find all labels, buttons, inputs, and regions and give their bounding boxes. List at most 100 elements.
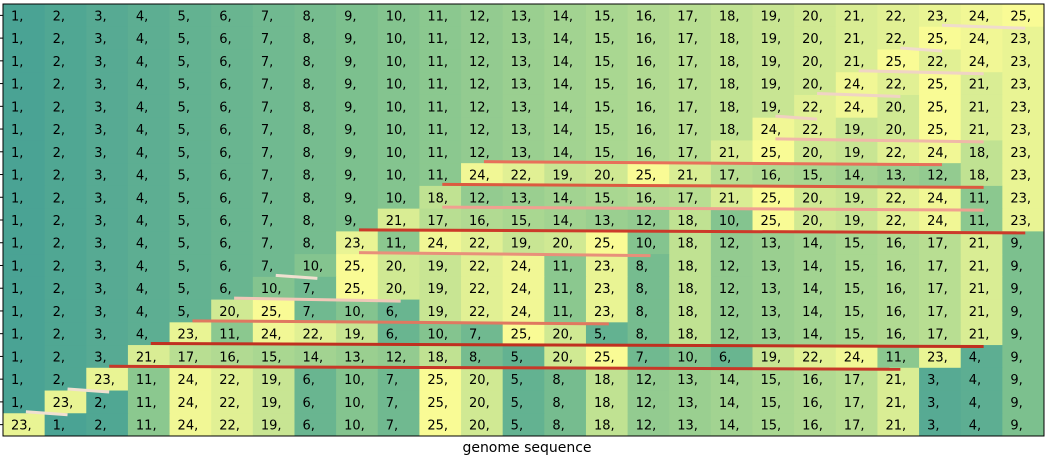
cell-label: 25, [427, 396, 448, 411]
cell-label: 9, [1010, 350, 1022, 365]
heatmap-cell [461, 231, 504, 255]
cell-label: 16, [636, 55, 657, 70]
cell-label: 4, [969, 419, 981, 434]
cell-label: 25, [427, 419, 448, 434]
heatmap-cell [294, 163, 337, 187]
cell-label: 5, [178, 237, 190, 252]
cell-label: 9, [1010, 396, 1022, 411]
cell-label: 16, [802, 396, 823, 411]
cell-label: 21, [969, 259, 990, 274]
heatmap-cell [377, 117, 420, 141]
heatmap-cell [835, 276, 878, 301]
heatmap-cell [294, 345, 337, 369]
heatmap-cell [252, 345, 295, 369]
cell-label: 12, [636, 419, 657, 434]
heatmap-cell [710, 26, 754, 50]
heatmap-cell [544, 413, 587, 437]
heatmap-cell [461, 208, 504, 232]
heatmap-cell [169, 345, 212, 369]
heatmap-cell [336, 276, 379, 301]
heatmap-cell [919, 231, 962, 255]
cell-label: 21, [969, 305, 990, 320]
heatmap-cell [835, 254, 878, 278]
heatmap-cell [211, 345, 254, 369]
cell-label: 10, [427, 328, 448, 343]
heatmap-cell [669, 299, 712, 323]
heatmap-cell [86, 163, 129, 187]
heatmap-cell [502, 185, 545, 210]
heatmap-cell [294, 72, 337, 96]
cell-label: 17, [927, 282, 948, 297]
cell-label: 5, [178, 78, 190, 93]
cell-label: 15, [594, 191, 615, 206]
heatmap-cell [544, 94, 587, 119]
cell-label: 14, [802, 237, 823, 252]
heatmap-cell [669, 208, 712, 232]
cell-label: 13, [511, 100, 532, 115]
heatmap-cell [211, 322, 254, 346]
heatmap-cell [585, 299, 629, 323]
transition-line [275, 273, 318, 280]
cell-label: 19, [261, 373, 282, 388]
heatmap-cell [794, 390, 837, 414]
cell-label: 8, [302, 191, 314, 206]
x-axis-label: genome sequence [462, 440, 591, 456]
heatmap-cell [169, 185, 212, 210]
cell-label: 6, [219, 9, 231, 24]
heatmap-cell [585, 94, 629, 119]
cell-label: 23, [11, 419, 32, 434]
heatmap-cell [752, 322, 795, 346]
heatmap-cell [752, 254, 795, 278]
heatmap-cell [461, 163, 504, 187]
heatmap-cell [544, 4, 587, 28]
cell-label: 24, [427, 237, 448, 252]
cell-label: 25, [927, 100, 948, 115]
cell-label: 24, [178, 373, 199, 388]
heatmap-cell [710, 413, 754, 437]
cell-label: 2, [53, 282, 65, 297]
cell-label: 25, [511, 328, 532, 343]
heatmap-cell [544, 231, 587, 255]
cell-label: 21, [885, 419, 906, 434]
cell-label: 24, [761, 123, 782, 138]
cell-label: 20, [552, 350, 573, 365]
heatmap-cell [627, 322, 670, 346]
heatmap-cell [669, 185, 712, 210]
heatmap-cell [252, 94, 295, 119]
cell-label: 11, [427, 100, 448, 115]
cell-label: 3, [94, 259, 106, 274]
heatmap-cell [44, 72, 87, 96]
heatmap-cell [461, 413, 504, 437]
transition-line [483, 160, 942, 167]
heatmap-cell [669, 345, 712, 369]
heatmap-cell [627, 185, 670, 210]
cell-label: 4, [136, 282, 148, 297]
heatmap-cell [252, 26, 295, 50]
cell-label: 16, [636, 78, 657, 93]
cell-label: 1, [11, 169, 23, 184]
heatmap-cell [252, 49, 295, 73]
cell-label: 15, [802, 169, 823, 184]
heatmap-cell [669, 322, 712, 346]
heatmap-cell [627, 4, 670, 28]
cell-label: 11, [427, 169, 448, 184]
cell-label: 3, [94, 191, 106, 206]
heatmap-cell [336, 322, 379, 346]
cell-label: 12, [719, 305, 740, 320]
heatmap-cell [835, 208, 878, 232]
heatmap-cell [211, 140, 254, 164]
heatmap-cell [211, 208, 254, 232]
heatmap-cell [44, 4, 87, 28]
heatmap-cell [44, 163, 87, 187]
cell-label: 7, [261, 55, 273, 70]
heatmap-cell [294, 140, 337, 164]
cell-label: 19, [761, 55, 782, 70]
cell-label: 17, [927, 305, 948, 320]
heatmap-cell [877, 231, 920, 255]
heatmap-cell [960, 231, 1003, 255]
transition-lines [25, 23, 1026, 417]
heatmap-cell [919, 94, 962, 119]
heatmap-cell [752, 163, 795, 187]
heatmap-cell [1002, 72, 1045, 96]
cell-label: 4, [136, 9, 148, 24]
